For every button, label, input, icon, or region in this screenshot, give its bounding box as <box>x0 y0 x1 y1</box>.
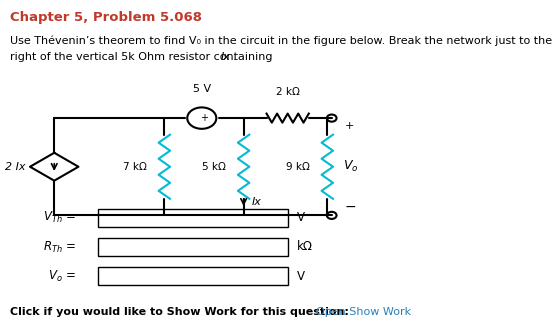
FancyBboxPatch shape <box>99 267 288 285</box>
Text: V: V <box>296 211 305 224</box>
Text: $V_o$: $V_o$ <box>343 159 358 174</box>
Text: .: . <box>232 52 236 62</box>
Text: V: V <box>296 270 305 283</box>
Text: +: + <box>200 113 208 123</box>
Text: Open Show Work: Open Show Work <box>316 307 412 317</box>
Text: Use Thévenin’s theorem to find V₀ in the circuit in the figure below. Break the : Use Thévenin’s theorem to find V₀ in the… <box>10 35 552 46</box>
Text: +: + <box>345 121 354 131</box>
Text: Chapter 5, Problem 5.068: Chapter 5, Problem 5.068 <box>10 11 202 24</box>
Text: Ix: Ix <box>251 198 262 207</box>
Text: kΩ: kΩ <box>296 240 312 253</box>
Text: $V_o$ =: $V_o$ = <box>49 268 76 284</box>
Text: 5 V: 5 V <box>193 84 211 94</box>
FancyBboxPatch shape <box>99 209 288 227</box>
Text: −: − <box>345 200 357 214</box>
Text: $V_{Th}$ =: $V_{Th}$ = <box>43 210 76 225</box>
Text: 5 kΩ: 5 kΩ <box>202 162 226 172</box>
Text: Click if you would like to Show Work for this question:: Click if you would like to Show Work for… <box>10 307 349 317</box>
Text: 2 kΩ: 2 kΩ <box>276 87 300 97</box>
Text: Ix: Ix <box>220 52 230 62</box>
FancyBboxPatch shape <box>99 238 288 256</box>
Text: right of the vertical 5k Ohm resistor containing: right of the vertical 5k Ohm resistor co… <box>10 52 276 62</box>
Text: 7 kΩ: 7 kΩ <box>123 162 147 172</box>
Text: 2 Ix: 2 Ix <box>5 162 26 172</box>
Text: 9 kΩ: 9 kΩ <box>286 162 310 172</box>
Text: $R_{Th}$ =: $R_{Th}$ = <box>43 239 76 254</box>
